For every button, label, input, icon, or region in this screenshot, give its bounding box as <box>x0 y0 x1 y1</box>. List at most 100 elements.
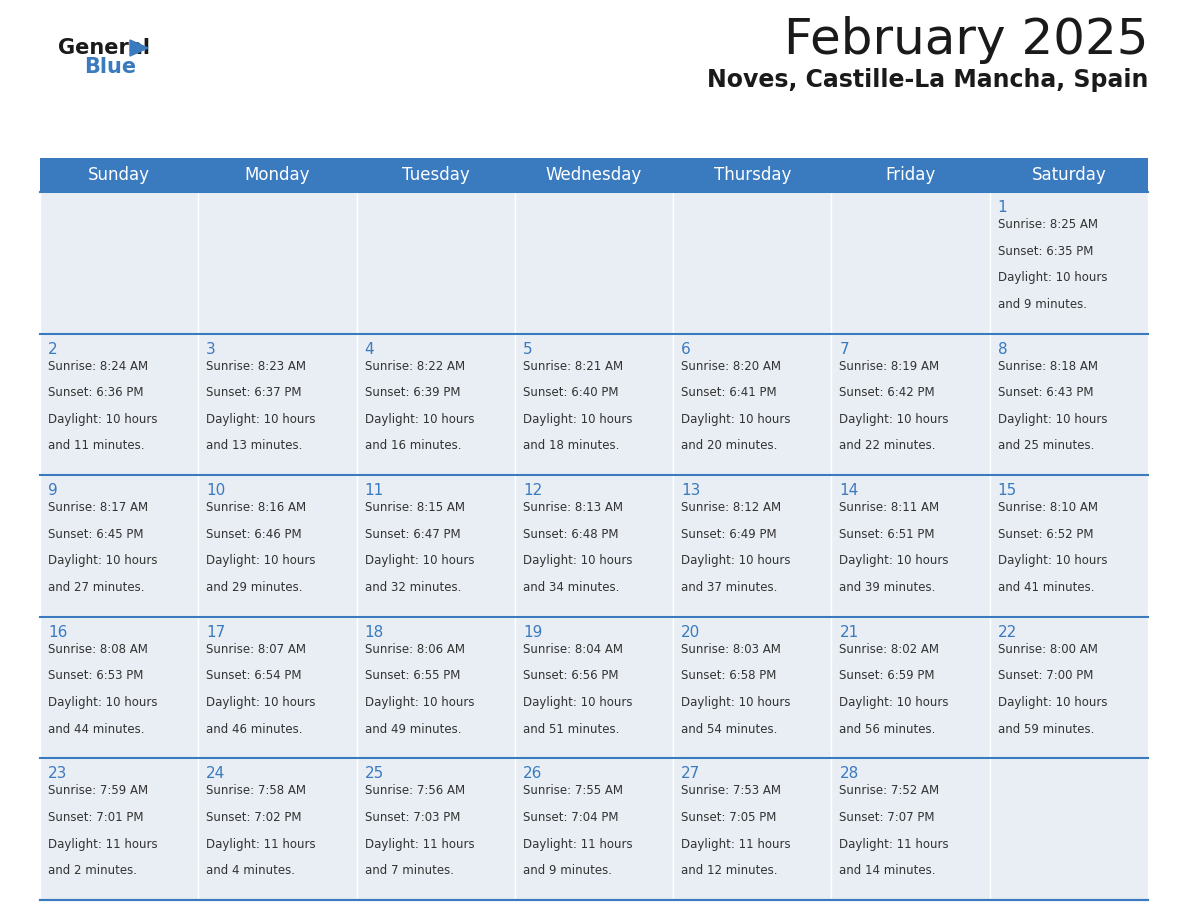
Text: Noves, Castille-La Mancha, Spain: Noves, Castille-La Mancha, Spain <box>707 68 1148 92</box>
Bar <box>356 333 514 476</box>
Text: Sunrise: 8:24 AM: Sunrise: 8:24 AM <box>48 360 148 373</box>
Text: February 2025: February 2025 <box>784 16 1148 64</box>
Text: Daylight: 11 hours: Daylight: 11 hours <box>48 837 158 851</box>
Text: Sunset: 6:54 PM: Sunset: 6:54 PM <box>207 669 302 682</box>
Text: 17: 17 <box>207 625 226 640</box>
Text: Daylight: 10 hours: Daylight: 10 hours <box>523 413 632 426</box>
Text: Sunrise: 7:56 AM: Sunrise: 7:56 AM <box>365 784 465 798</box>
Text: Sunset: 6:52 PM: Sunset: 6:52 PM <box>998 528 1093 541</box>
Text: Sunset: 7:07 PM: Sunset: 7:07 PM <box>840 811 935 824</box>
Text: Sunrise: 7:58 AM: Sunrise: 7:58 AM <box>207 784 307 798</box>
Text: 18: 18 <box>365 625 384 640</box>
Text: Sunset: 6:43 PM: Sunset: 6:43 PM <box>998 386 1093 399</box>
Text: Sunrise: 8:06 AM: Sunrise: 8:06 AM <box>365 643 465 655</box>
Bar <box>990 333 1148 476</box>
Text: Sunrise: 8:00 AM: Sunrise: 8:00 AM <box>998 643 1098 655</box>
Text: Sunrise: 8:20 AM: Sunrise: 8:20 AM <box>681 360 782 373</box>
Text: and 41 minutes.: and 41 minutes. <box>998 581 1094 594</box>
Text: 8: 8 <box>998 341 1007 356</box>
Text: Sunrise: 8:03 AM: Sunrise: 8:03 AM <box>681 643 781 655</box>
Text: Daylight: 10 hours: Daylight: 10 hours <box>840 413 949 426</box>
Text: 25: 25 <box>365 767 384 781</box>
Bar <box>514 476 674 617</box>
Text: Sunrise: 8:13 AM: Sunrise: 8:13 AM <box>523 501 623 514</box>
Bar <box>674 617 832 758</box>
Text: and 44 minutes.: and 44 minutes. <box>48 722 145 735</box>
Text: 14: 14 <box>840 483 859 498</box>
Text: and 32 minutes.: and 32 minutes. <box>365 581 461 594</box>
Text: 23: 23 <box>48 767 68 781</box>
Text: and 4 minutes.: and 4 minutes. <box>207 864 296 877</box>
Text: 2: 2 <box>48 341 58 356</box>
Polygon shape <box>129 40 148 56</box>
Text: 28: 28 <box>840 767 859 781</box>
Text: Sunrise: 8:23 AM: Sunrise: 8:23 AM <box>207 360 307 373</box>
Text: and 54 minutes.: and 54 minutes. <box>681 722 777 735</box>
Text: Thursday: Thursday <box>714 166 791 184</box>
Text: and 51 minutes.: and 51 minutes. <box>523 722 619 735</box>
Text: Sunrise: 8:16 AM: Sunrise: 8:16 AM <box>207 501 307 514</box>
Bar <box>832 192 990 333</box>
Text: Daylight: 10 hours: Daylight: 10 hours <box>681 413 791 426</box>
Text: Daylight: 10 hours: Daylight: 10 hours <box>998 554 1107 567</box>
Text: and 7 minutes.: and 7 minutes. <box>365 864 454 877</box>
Text: Daylight: 10 hours: Daylight: 10 hours <box>840 696 949 709</box>
Bar <box>198 333 356 476</box>
Text: Sunrise: 8:17 AM: Sunrise: 8:17 AM <box>48 501 148 514</box>
Bar <box>40 158 1148 192</box>
Text: and 56 minutes.: and 56 minutes. <box>840 722 936 735</box>
Text: 19: 19 <box>523 625 542 640</box>
Text: 21: 21 <box>840 625 859 640</box>
Bar <box>514 333 674 476</box>
Text: and 13 minutes.: and 13 minutes. <box>207 440 303 453</box>
Text: Sunrise: 7:55 AM: Sunrise: 7:55 AM <box>523 784 623 798</box>
Text: Sunset: 6:55 PM: Sunset: 6:55 PM <box>365 669 460 682</box>
Text: and 20 minutes.: and 20 minutes. <box>681 440 777 453</box>
Text: and 25 minutes.: and 25 minutes. <box>998 440 1094 453</box>
Text: and 29 minutes.: and 29 minutes. <box>207 581 303 594</box>
Text: Sunrise: 7:59 AM: Sunrise: 7:59 AM <box>48 784 148 798</box>
Text: General: General <box>58 38 150 58</box>
Bar <box>832 476 990 617</box>
Text: and 18 minutes.: and 18 minutes. <box>523 440 619 453</box>
Text: and 9 minutes.: and 9 minutes. <box>998 297 1087 310</box>
Text: Daylight: 10 hours: Daylight: 10 hours <box>998 271 1107 285</box>
Text: and 22 minutes.: and 22 minutes. <box>840 440 936 453</box>
Text: 4: 4 <box>365 341 374 356</box>
Bar <box>40 333 198 476</box>
Text: Saturday: Saturday <box>1031 166 1106 184</box>
Text: 26: 26 <box>523 767 542 781</box>
Bar <box>990 758 1148 900</box>
Text: 5: 5 <box>523 341 532 356</box>
Bar <box>514 192 674 333</box>
Text: Sunset: 6:35 PM: Sunset: 6:35 PM <box>998 244 1093 258</box>
Bar <box>990 617 1148 758</box>
Text: Daylight: 10 hours: Daylight: 10 hours <box>840 554 949 567</box>
Text: Monday: Monday <box>245 166 310 184</box>
Text: Daylight: 10 hours: Daylight: 10 hours <box>365 413 474 426</box>
Text: 22: 22 <box>998 625 1017 640</box>
Text: and 37 minutes.: and 37 minutes. <box>681 581 777 594</box>
Text: Wednesday: Wednesday <box>545 166 643 184</box>
Bar <box>832 617 990 758</box>
Text: Sunset: 6:46 PM: Sunset: 6:46 PM <box>207 528 302 541</box>
Bar <box>198 758 356 900</box>
Text: Sunset: 6:36 PM: Sunset: 6:36 PM <box>48 386 144 399</box>
Bar <box>40 192 198 333</box>
Text: and 11 minutes.: and 11 minutes. <box>48 440 145 453</box>
Text: Sunset: 7:04 PM: Sunset: 7:04 PM <box>523 811 619 824</box>
Text: and 34 minutes.: and 34 minutes. <box>523 581 619 594</box>
Text: Sunrise: 8:18 AM: Sunrise: 8:18 AM <box>998 360 1098 373</box>
Text: and 49 minutes.: and 49 minutes. <box>365 722 461 735</box>
Bar <box>674 333 832 476</box>
Text: Daylight: 10 hours: Daylight: 10 hours <box>48 696 158 709</box>
Text: Sunrise: 8:25 AM: Sunrise: 8:25 AM <box>998 218 1098 231</box>
Text: Friday: Friday <box>885 166 936 184</box>
Text: Sunset: 6:48 PM: Sunset: 6:48 PM <box>523 528 619 541</box>
Text: Daylight: 10 hours: Daylight: 10 hours <box>365 696 474 709</box>
Bar <box>356 476 514 617</box>
Bar <box>40 476 198 617</box>
Text: Daylight: 10 hours: Daylight: 10 hours <box>48 554 158 567</box>
Text: and 27 minutes.: and 27 minutes. <box>48 581 145 594</box>
Bar <box>832 758 990 900</box>
